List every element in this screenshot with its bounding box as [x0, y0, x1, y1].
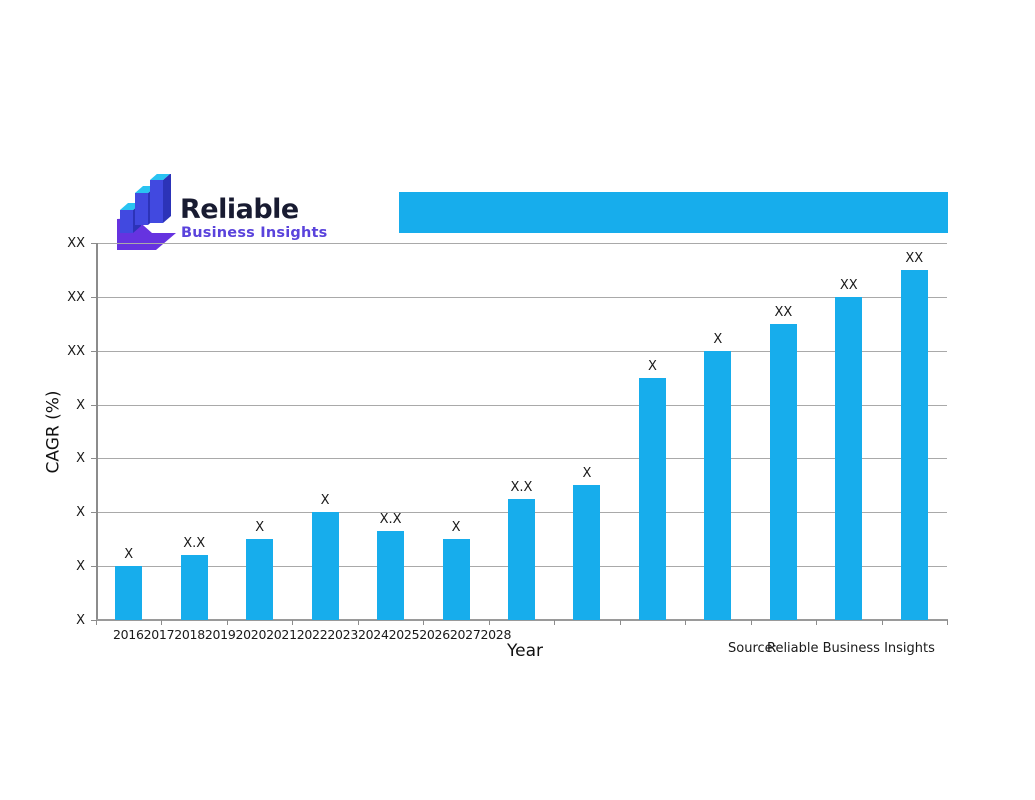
- x-tick-label: 2022: [296, 627, 328, 642]
- bar-2023: [573, 485, 601, 620]
- x-tick-mark: [947, 620, 948, 625]
- source-text: Reliable Business Insights: [767, 641, 935, 656]
- bar-2027: [835, 296, 863, 620]
- y-tick-label: XX: [67, 343, 85, 359]
- bar-value-label: XX: [839, 277, 858, 293]
- x-tick-mark: [357, 620, 359, 625]
- x-tick-mark: [161, 620, 163, 625]
- x-tick-mark: [685, 620, 687, 625]
- bar-value-label: X.X: [183, 536, 206, 552]
- logo-bar-3: [150, 174, 171, 223]
- bar-2019: [311, 512, 339, 620]
- logo-subtitle: Business Insights: [181, 225, 328, 241]
- x-tick-mark: [881, 620, 883, 625]
- x-tick-label: 2025: [388, 627, 420, 642]
- y-tick-label: X: [76, 613, 85, 628]
- x-tick-label: 2024: [358, 627, 389, 642]
- bar-value-label: X: [713, 331, 723, 347]
- y-axis-title: CAGR (%): [43, 389, 64, 474]
- bar-2022: [508, 498, 535, 620]
- y-tick-label: X: [76, 505, 85, 521]
- y-tick-mark: [91, 512, 96, 514]
- bar-value-label: XX: [774, 304, 793, 320]
- y-tick-mark: [91, 458, 96, 460]
- bar-2025: [704, 350, 732, 620]
- bar-value-label: X: [582, 466, 592, 482]
- gridline: [96, 458, 947, 460]
- x-tick-label: 2019: [204, 627, 236, 642]
- x-tick-mark: [226, 620, 228, 625]
- y-tick-label: XX: [67, 289, 85, 305]
- y-tick-mark: [91, 243, 96, 244]
- x-tick-label: 2028: [480, 627, 512, 642]
- y-tick-label: X: [76, 559, 85, 575]
- logo: Reliable Business Insights: [112, 174, 412, 252]
- bar-value-label: X.X: [510, 479, 533, 495]
- bar-2028: [900, 269, 928, 620]
- logo-mark-icon: [117, 174, 176, 250]
- gridline: [96, 243, 947, 244]
- x-tick-mark: [619, 620, 621, 625]
- bar-2018: [246, 539, 274, 620]
- y-tick-label: XX: [67, 236, 85, 251]
- y-tick-mark: [91, 620, 96, 621]
- x-tick-mark: [816, 620, 818, 625]
- y-axis-line: [96, 243, 98, 621]
- bar-2016: [115, 566, 143, 620]
- x-tick-mark: [554, 620, 556, 625]
- bar-2017: [180, 555, 208, 620]
- bar-value-label: X: [647, 358, 657, 374]
- bar-2024: [638, 377, 666, 620]
- x-tick-mark: [750, 620, 752, 625]
- x-tick-label: 2026: [419, 627, 450, 642]
- bar-2026: [769, 323, 797, 620]
- x-tick-mark: [292, 620, 294, 625]
- gridline: [96, 350, 947, 352]
- bar-2021: [442, 539, 470, 620]
- bar-value-label: X.X: [379, 512, 402, 528]
- x-axis-line: [96, 619, 948, 621]
- bar-2020: [377, 531, 405, 620]
- gridline: [96, 296, 947, 298]
- x-axis-title: Year: [507, 641, 543, 661]
- x-tick-label: 2017: [143, 627, 175, 642]
- x-tick-mark: [96, 620, 97, 625]
- x-tick-label: 2023: [327, 627, 358, 642]
- bar-value-label: X: [320, 493, 330, 509]
- x-tick-label: 2021: [266, 627, 297, 642]
- x-tick-label: 2027: [449, 627, 481, 642]
- y-tick-mark: [91, 404, 96, 406]
- y-tick-label: X: [76, 397, 85, 413]
- bar-value-label: X: [124, 547, 134, 563]
- bar-value-label: X: [451, 520, 461, 536]
- gridline: [96, 404, 947, 406]
- x-tick-label: 2016: [113, 627, 144, 642]
- x-tick-labels: 2016 2017 2018 2019 2020 2021 2022 2023 2024 2025…: [113, 627, 511, 642]
- source-prefix: Source:: [728, 641, 778, 656]
- x-tick-mark: [488, 620, 490, 625]
- y-tick-mark: [91, 350, 96, 352]
- y-tick-mark: [91, 566, 96, 568]
- x-tick-label: 2018: [174, 627, 205, 642]
- source-line: Source: Reliable Business Insights: [0, 641, 1035, 659]
- bar-value-label: XX: [905, 250, 924, 266]
- bar-value-label: X: [255, 520, 265, 536]
- x-tick-label: 2020: [235, 627, 267, 642]
- title-banner: [399, 192, 948, 233]
- x-tick-mark: [423, 620, 425, 625]
- logo-title: Reliable: [180, 194, 299, 225]
- y-tick-label: X: [76, 451, 85, 467]
- y-tick-mark: [91, 296, 96, 298]
